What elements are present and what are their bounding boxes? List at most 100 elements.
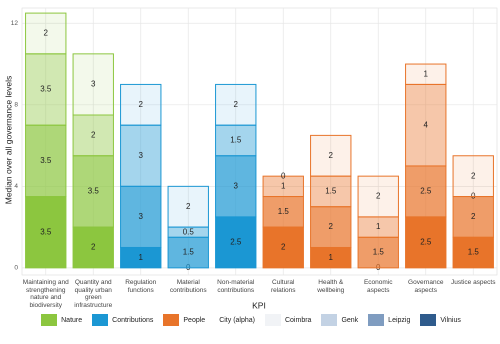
value-label: 2 — [329, 222, 334, 231]
x-tick-label: Cultural relations — [270, 279, 296, 294]
bar-segment — [120, 83, 162, 126]
value-label: 3 — [234, 181, 239, 190]
bar-segment — [452, 236, 494, 269]
bar-segment — [72, 226, 114, 269]
legend-item: Leipzig — [362, 314, 410, 326]
legend-label: Vilnius — [440, 316, 461, 324]
value-label: 1.5 — [183, 248, 195, 257]
legend-item: Contributions — [86, 314, 153, 326]
bar-segment — [25, 196, 67, 269]
legend-item: Coimbra — [259, 314, 311, 326]
value-label: 2 — [234, 100, 239, 109]
value-label: 2 — [376, 192, 381, 201]
legend-swatch — [163, 314, 180, 326]
bar-segment — [72, 53, 114, 116]
legend-label: Nature — [61, 316, 83, 324]
value-label: 2 — [139, 100, 144, 109]
value-label: 1 — [376, 222, 381, 231]
value-label: 0 — [281, 171, 286, 180]
legend-label: Genk — [341, 316, 359, 324]
value-label: 1.5 — [373, 248, 385, 257]
bar-segment — [262, 196, 304, 228]
y-tick-label: 0 — [14, 265, 18, 272]
value-label: 1.5 — [230, 136, 242, 145]
bar-segment — [215, 124, 257, 157]
value-label: 3 — [139, 212, 144, 221]
value-label: 4 — [424, 120, 429, 129]
value-label: 1 — [329, 253, 334, 262]
value-label: 2 — [471, 171, 476, 180]
x-tick-label: Material contributions — [169, 279, 207, 294]
value-label: 1.5 — [278, 207, 290, 216]
value-label: 1 — [139, 253, 144, 262]
legend-swatch — [92, 314, 109, 326]
legend-item: People — [157, 314, 205, 326]
bar-segment — [167, 185, 209, 228]
value-label: 3.5 — [40, 85, 52, 94]
x-axis-title: KPI — [252, 300, 266, 310]
legend-swatch — [41, 314, 58, 326]
value-label: 2 — [44, 29, 49, 38]
x-tick-label: Regulation functions — [125, 279, 157, 294]
bar-segment — [405, 165, 447, 218]
value-label: 1 — [424, 69, 429, 78]
bar-segment — [310, 206, 352, 248]
value-label: 2 — [281, 243, 286, 252]
legend-swatch — [368, 314, 385, 326]
legend-swatch — [420, 314, 437, 326]
value-label: 2 — [91, 130, 96, 139]
x-tick-label: Non-material contributions — [217, 279, 255, 294]
value-label: 1.5 — [325, 187, 337, 196]
value-label: 2.5 — [230, 237, 242, 246]
legend-label: Leipzig — [388, 316, 411, 324]
value-label: 0.5 — [183, 227, 195, 236]
bar-segment — [262, 226, 304, 269]
bar-segment — [452, 196, 494, 238]
value-label: 2 — [186, 202, 191, 211]
legend: Nature Contributions People City (alpha) Coi… — [0, 314, 500, 326]
bar-segment — [310, 175, 352, 208]
x-tick-label: Maintaining and strengthening nature and… — [22, 279, 69, 309]
value-label: 1.5 — [468, 248, 480, 257]
x-tick-label: Economic aspects — [363, 279, 393, 294]
y-tick-label: 8 — [14, 102, 18, 109]
bar-segment — [215, 83, 257, 126]
legend-item: Genk — [315, 314, 358, 326]
bar-segment — [405, 63, 447, 85]
bar-segment — [405, 83, 447, 167]
value-label: 3.5 — [88, 187, 100, 196]
legend-title: City (alpha) — [219, 316, 255, 324]
value-label: 2.5 — [420, 237, 432, 246]
value-label: 3 — [91, 80, 96, 89]
x-tick-label: Health & wellbeing — [317, 279, 345, 294]
bar-segment — [25, 12, 67, 55]
bar-segment — [357, 236, 399, 269]
x-tick-label: Governance aspects — [408, 279, 444, 294]
legend-swatch — [264, 314, 281, 326]
bar-segment — [452, 155, 494, 198]
bar-segment — [310, 134, 352, 177]
value-label: 2.5 — [420, 187, 432, 196]
legend-label: People — [183, 316, 206, 324]
legend-swatch — [321, 314, 338, 326]
y-axis-title: Median over all governance levels — [3, 76, 13, 205]
bar-segment — [120, 124, 162, 187]
bar-segment — [215, 155, 257, 218]
value-label: 3 — [139, 151, 144, 160]
legend-item: Vilnius — [414, 314, 461, 326]
x-tick-label: Quantity and quality urban green infrast… — [74, 279, 113, 309]
value-label: 3.5 — [40, 227, 52, 236]
x-tick-label: Justice aspects — [451, 279, 496, 286]
y-tick-label: 4 — [14, 183, 18, 190]
legend-item: Nature — [35, 314, 82, 326]
value-label: 2 — [91, 243, 96, 252]
value-label: 2 — [471, 212, 476, 221]
bar-segment — [215, 216, 257, 269]
y-tick-label: 12 — [11, 20, 19, 27]
value-label: 2 — [329, 151, 334, 160]
legend-label: Contributions — [112, 316, 154, 324]
legend-label: Coimbra — [284, 316, 312, 324]
bar-segment — [357, 175, 399, 218]
